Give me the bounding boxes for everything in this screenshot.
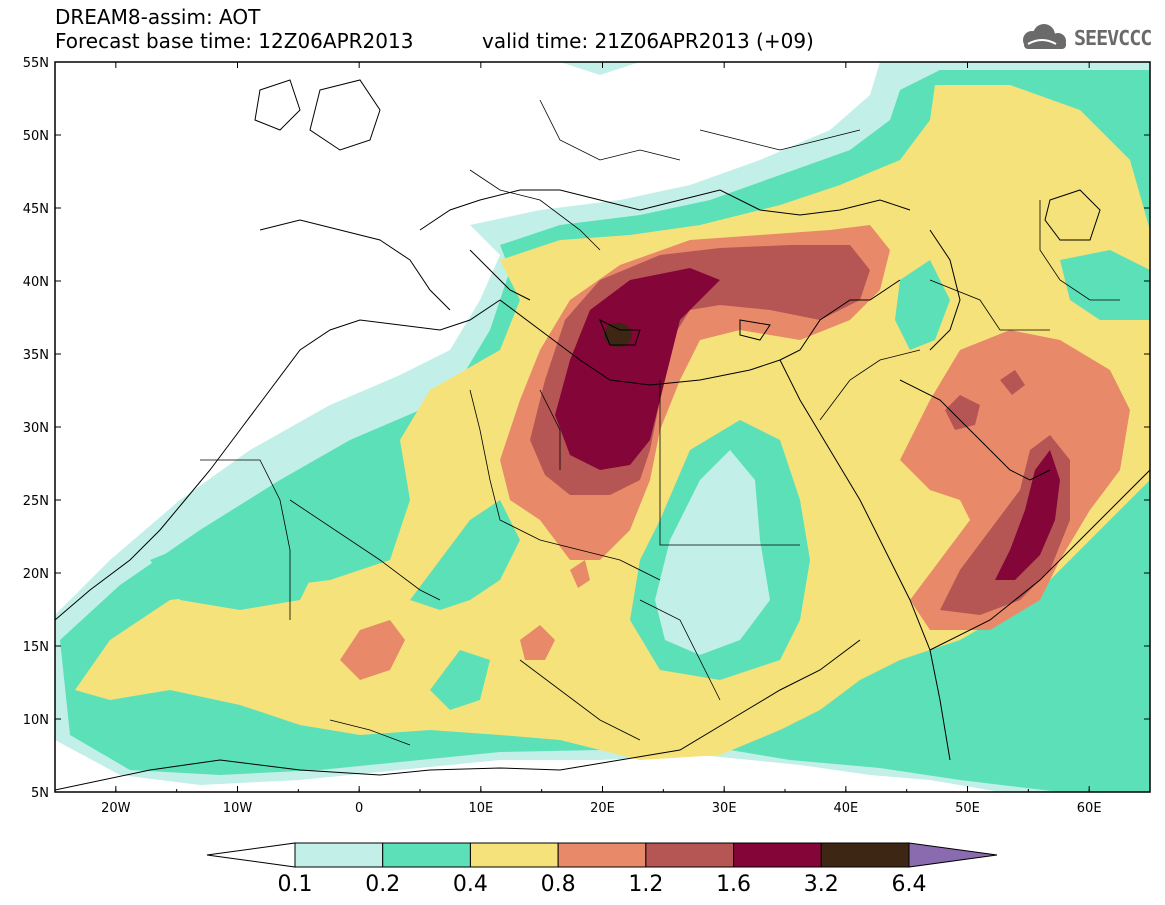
- aot-field: [55, 62, 1150, 792]
- colorbar-swatch: [645, 842, 735, 868]
- aot-level-1.6: [555, 268, 720, 470]
- lat-tick-label: 25N: [23, 494, 49, 509]
- lon-tick-label: 50E: [955, 801, 980, 816]
- lat-tick-label: 35N: [23, 348, 49, 363]
- colorbar-label: 3.2: [804, 872, 839, 897]
- colorbar-label: 6.4: [892, 872, 927, 897]
- colorbar-label: 0.2: [365, 872, 400, 897]
- colorbar-label: 0.8: [541, 872, 576, 897]
- latitude-axis: 55N 50N 45N 40N 35N 30N 25N 20N 15N 10N 5N: [23, 56, 1150, 801]
- colorbar-label: 1.6: [716, 872, 751, 897]
- lat-tick-label: 55N: [23, 56, 49, 71]
- colorbar-swatch: [382, 842, 471, 868]
- lon-tick-label: 30E: [712, 801, 737, 816]
- colorbar-swatch: [557, 842, 647, 868]
- colorbar-swatch: [820, 842, 910, 868]
- lat-tick-label: 30N: [23, 421, 49, 436]
- lon-tick-label: 0: [355, 801, 363, 816]
- colorbar-label: 0.1: [278, 872, 313, 897]
- map-title: DREAM8-assim: AOT: [55, 5, 261, 29]
- aot-level-3.2: [604, 323, 632, 347]
- colorbar-label: 0.4: [453, 872, 488, 897]
- colorbar-swatch: [733, 842, 822, 868]
- borders: [200, 99, 1120, 746]
- lon-tick-label: 10W: [223, 801, 253, 816]
- lat-tick-label: 40N: [23, 275, 49, 290]
- coastlines: [55, 79, 1150, 791]
- colorbar-label: 1.2: [628, 872, 663, 897]
- lat-tick-label: 45N: [23, 202, 49, 217]
- longitude-axis: 20W 10W 0 10E 20E 30E 40E 50E 60E: [54, 62, 1151, 816]
- valid-time: valid time: 21Z06APR2013 (+09): [482, 29, 814, 53]
- colorbar-swatch: [294, 842, 384, 868]
- lon-tick-label: 10E: [468, 801, 493, 816]
- lat-tick-label: 15N: [23, 640, 49, 655]
- colorbar: 0.1 0.2 0.4 0.8 1.2 1.6 3.2 6.4: [206, 842, 998, 897]
- lat-tick-label: 10N: [23, 713, 49, 728]
- forecast-base-time: Forecast base time: 12Z06APR2013: [55, 29, 414, 53]
- colorbar-under-triangle: [206, 842, 296, 868]
- lat-tick-label: 20N: [23, 567, 49, 582]
- lon-tick-label: 60E: [1077, 801, 1102, 816]
- lat-tick-label: 5N: [31, 786, 49, 801]
- colorbar-swatch: [469, 842, 559, 868]
- lon-tick-label: 40E: [833, 801, 858, 816]
- lat-tick-label: 50N: [23, 129, 49, 144]
- cloud-icon: [1023, 24, 1066, 49]
- logo-text: SEEVCCC: [1074, 26, 1152, 50]
- lon-tick-label: 20W: [101, 801, 131, 816]
- lon-tick-label: 20E: [590, 801, 615, 816]
- colorbar-over-triangle: [908, 842, 998, 868]
